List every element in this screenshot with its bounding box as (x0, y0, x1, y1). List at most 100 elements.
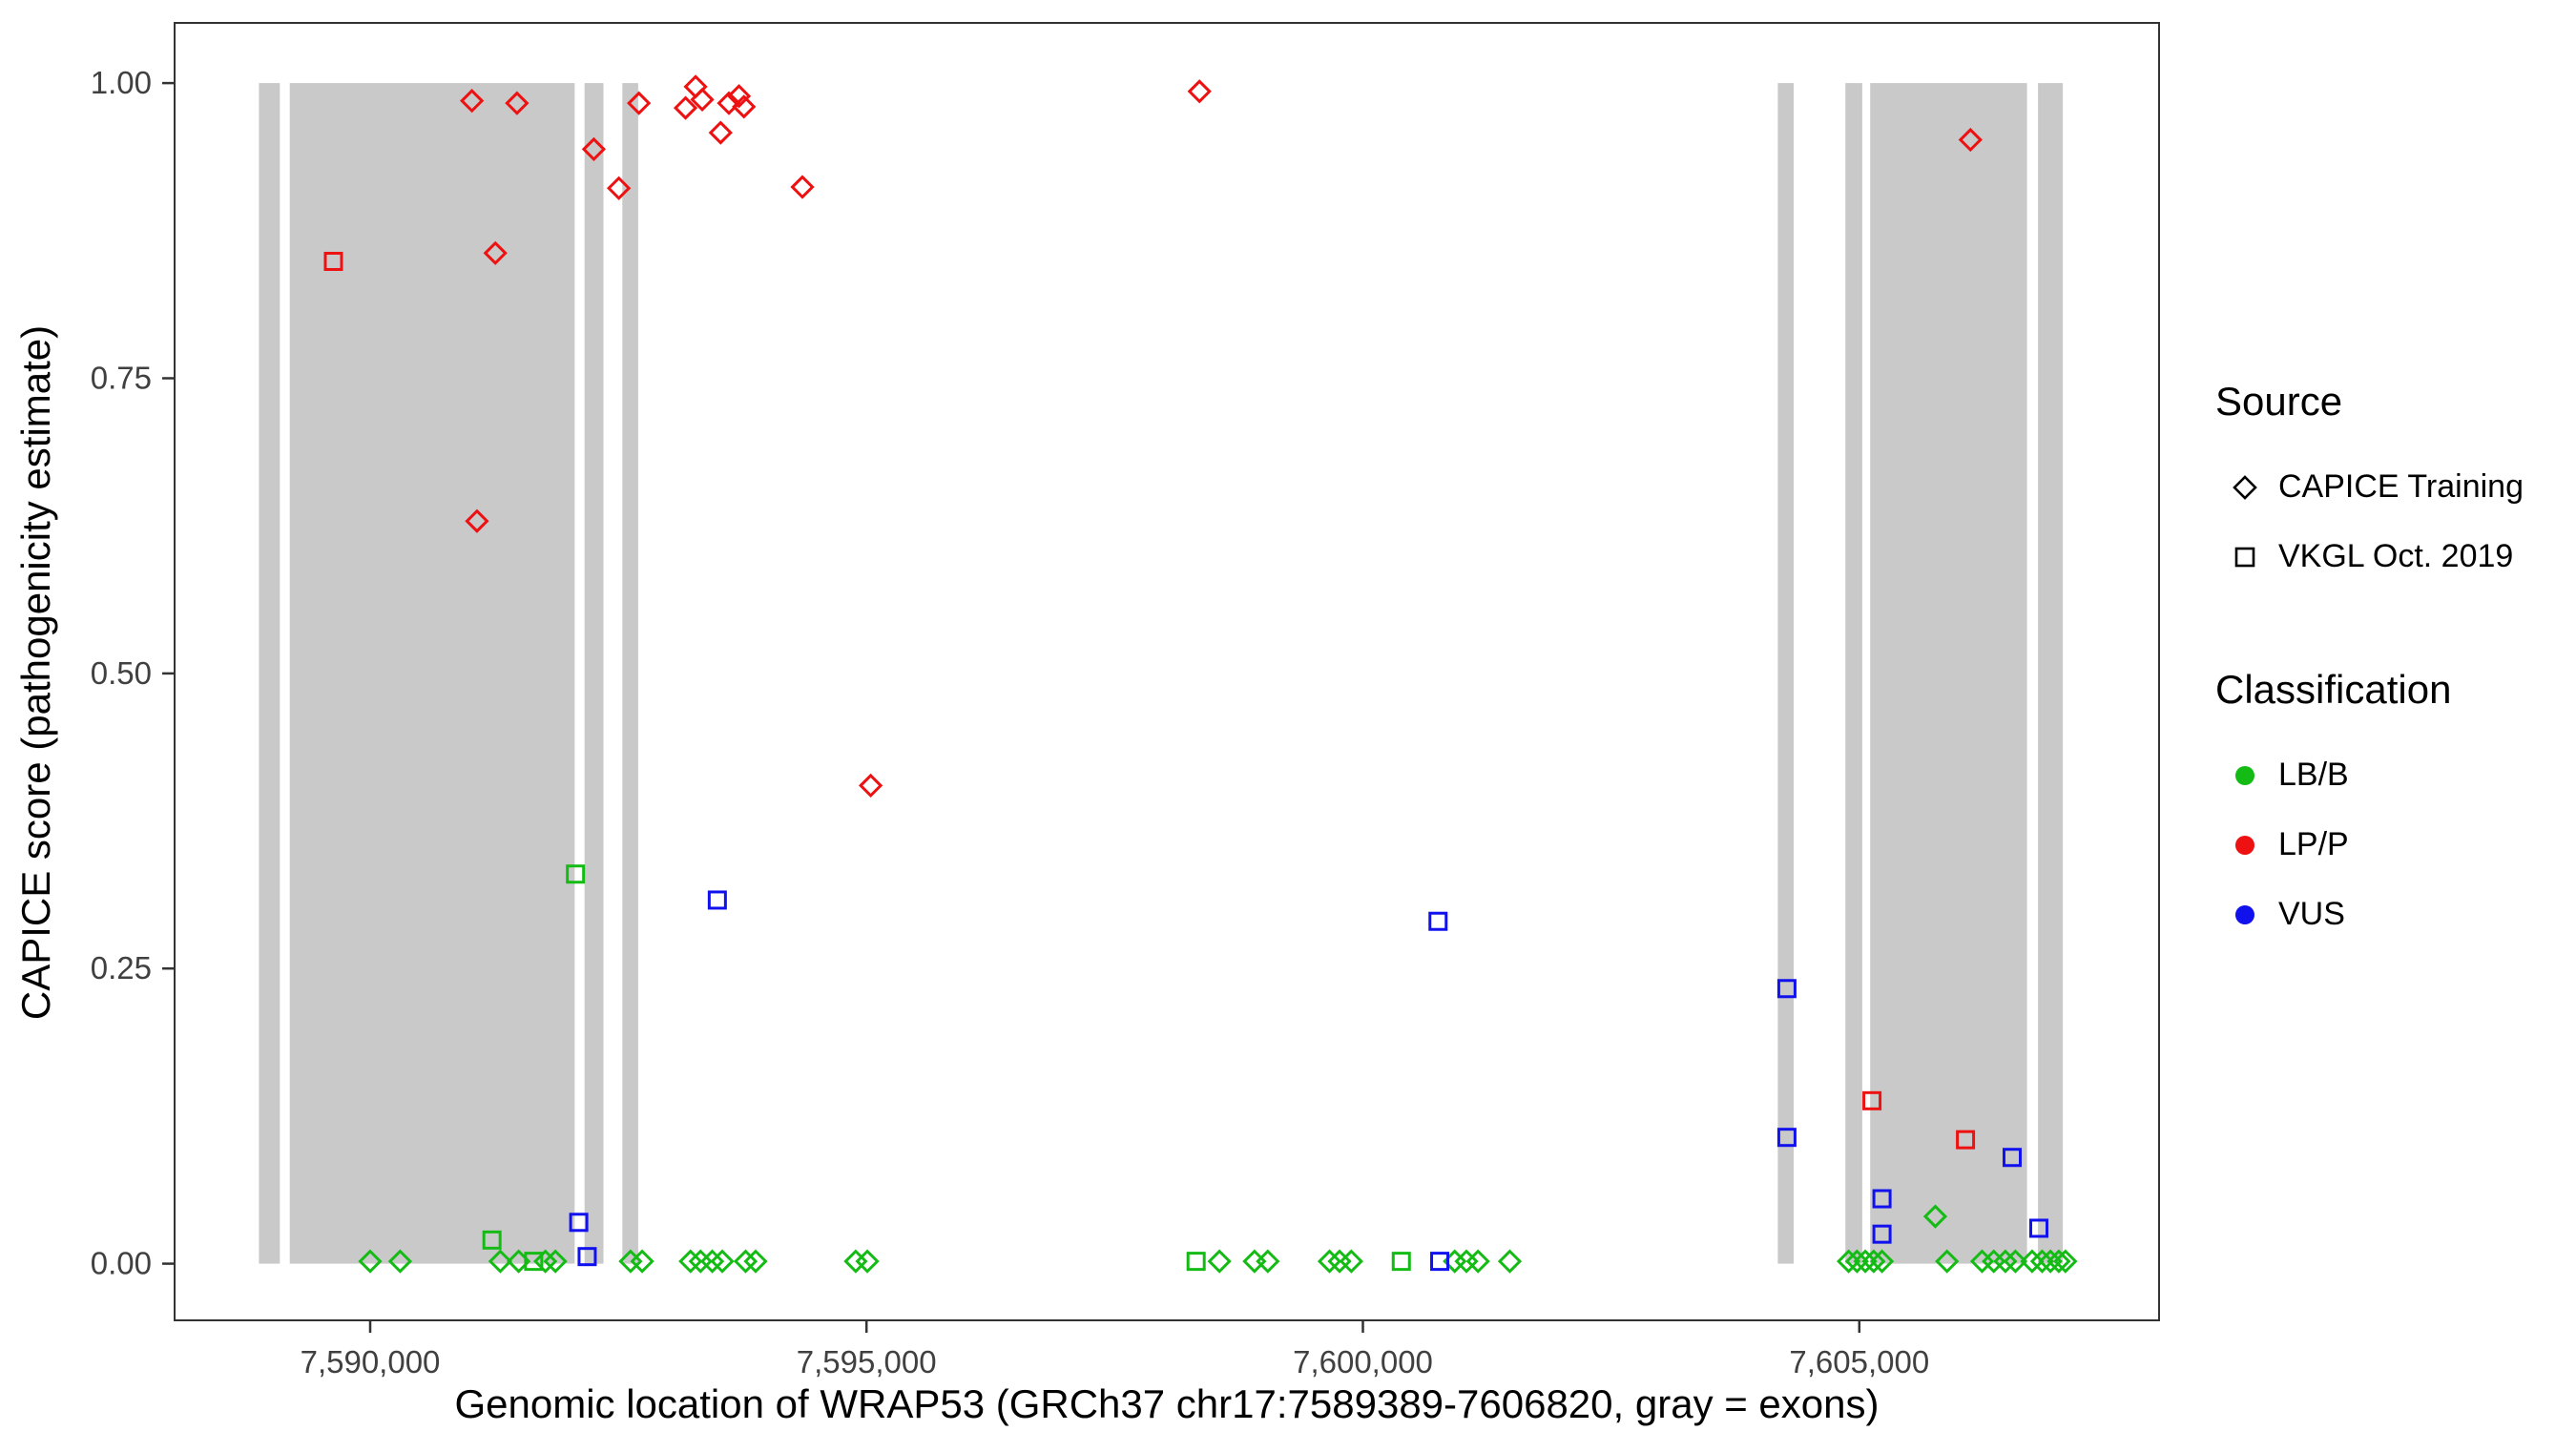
data-point (533, 1249, 558, 1274)
data-point (790, 175, 815, 199)
data-point (707, 890, 727, 910)
data-point (543, 1249, 568, 1274)
data-point (1869, 1249, 1895, 1274)
data-point (1922, 1204, 1948, 1229)
exon-band (584, 83, 604, 1264)
data-point (460, 89, 485, 114)
data-point (323, 251, 343, 271)
data-point (358, 1249, 383, 1274)
legend-item-lpp: LP/P (2215, 810, 2524, 880)
data-point (699, 1249, 725, 1274)
y-tick-label: 0.00 (91, 1246, 152, 1281)
square-icon (2234, 547, 2255, 567)
data-point (2020, 1249, 2045, 1274)
legend-classification-block: Classification LB/B LP/P VUS (2215, 668, 2524, 949)
legend-item-label: LP/P (2278, 826, 2349, 862)
legend-item-vus: VUS (2215, 880, 2524, 949)
data-point (1844, 1249, 1869, 1274)
data-point (566, 864, 586, 884)
data-point (2029, 1249, 2055, 1274)
legend-source-block: Source CAPICE Training VKGL Oct. 2019 (2215, 380, 2524, 591)
x-tick-label: 7,600,000 (1293, 1344, 1433, 1379)
data-point (1935, 1249, 1960, 1274)
panel-border (174, 22, 2160, 1321)
data-point (465, 508, 489, 533)
exon-band (2038, 83, 2064, 1264)
data-point (482, 1230, 502, 1250)
x-tick-label: 7,595,000 (797, 1344, 937, 1379)
x-axis-title: Genomic location of WRAP53 (GRCh37 chr17… (454, 1381, 1879, 1426)
data-point (2003, 1249, 2028, 1274)
y-tick-label: 1.00 (91, 65, 152, 100)
data-point (1186, 1252, 1206, 1272)
data-point (1187, 79, 1212, 104)
exon-bands (259, 83, 2064, 1264)
data-points (323, 74, 2078, 1274)
data-point (1256, 1249, 1280, 1274)
data-point (1993, 1249, 2018, 1274)
data-point (858, 773, 883, 798)
data-point (1958, 127, 1983, 153)
y-axis-title: CAPICE score (pathogenicity estimate) (13, 325, 58, 1020)
y-tick-label: 0.50 (91, 655, 152, 691)
legend-item-capice-training: CAPICE Training (2215, 452, 2524, 522)
data-point (1391, 1252, 1411, 1272)
data-point (1837, 1249, 1861, 1274)
data-point (1339, 1249, 1363, 1274)
data-point (732, 94, 757, 119)
data-point (581, 136, 607, 162)
data-point (2028, 1218, 2048, 1238)
legend-item-label: VUS (2278, 896, 2345, 932)
data-point (483, 240, 508, 265)
legend-item-label: LB/B (2278, 757, 2349, 793)
data-point (673, 95, 698, 120)
data-point (683, 74, 708, 99)
data-point (1862, 1090, 1882, 1110)
data-point (1956, 1130, 1976, 1150)
data-point (2046, 1249, 2071, 1274)
exon-band (259, 83, 280, 1264)
data-point (717, 91, 741, 115)
data-point (569, 1213, 589, 1233)
data-point (1776, 1128, 1797, 1148)
data-point (733, 1249, 758, 1274)
data-point (1430, 1252, 1450, 1272)
data-point (1853, 1249, 1878, 1274)
data-point (855, 1249, 880, 1274)
vus-color-dot (2235, 904, 2254, 924)
x-tick-label: 7,590,000 (301, 1344, 441, 1379)
data-point (678, 1249, 703, 1274)
data-point (387, 1249, 413, 1274)
data-point (1428, 911, 1448, 931)
exon-band (289, 83, 575, 1264)
exon-band (1870, 83, 2027, 1264)
data-point (627, 91, 652, 115)
data-point (2003, 1148, 2023, 1168)
data-point (2053, 1249, 2078, 1274)
data-point (505, 91, 530, 115)
data-point (710, 1249, 735, 1274)
exon-band (1777, 83, 1794, 1264)
legend-item-lbb: LB/B (2215, 740, 2524, 810)
axis-ticks: 7,590,000 7,595,000 7,600,000 7,605,000 0.00… (91, 65, 1929, 1379)
exon-band (1845, 83, 1862, 1264)
data-point (1872, 1224, 1892, 1244)
diamond-icon (2233, 474, 2257, 500)
data-point (1776, 979, 1797, 999)
lpp-color-dot (2235, 835, 2254, 855)
data-point (708, 120, 733, 145)
y-tick-label: 0.75 (91, 361, 152, 396)
data-point (690, 87, 715, 113)
legend-source-title: Source (2215, 379, 2343, 424)
legend-classification-title: Classification (2215, 667, 2452, 712)
legend-item-vkgl: VKGL Oct. 2019 (2215, 522, 2524, 591)
legend-item-label: VKGL Oct. 2019 (2278, 538, 2514, 574)
lbb-color-dot (2235, 765, 2254, 785)
data-point (630, 1249, 654, 1274)
legend: Source CAPICE Training VKGL Oct. 2019 Cl… (2215, 380, 2524, 949)
data-point (1497, 1249, 1523, 1274)
data-point (726, 84, 752, 109)
data-point (1872, 1189, 1892, 1209)
